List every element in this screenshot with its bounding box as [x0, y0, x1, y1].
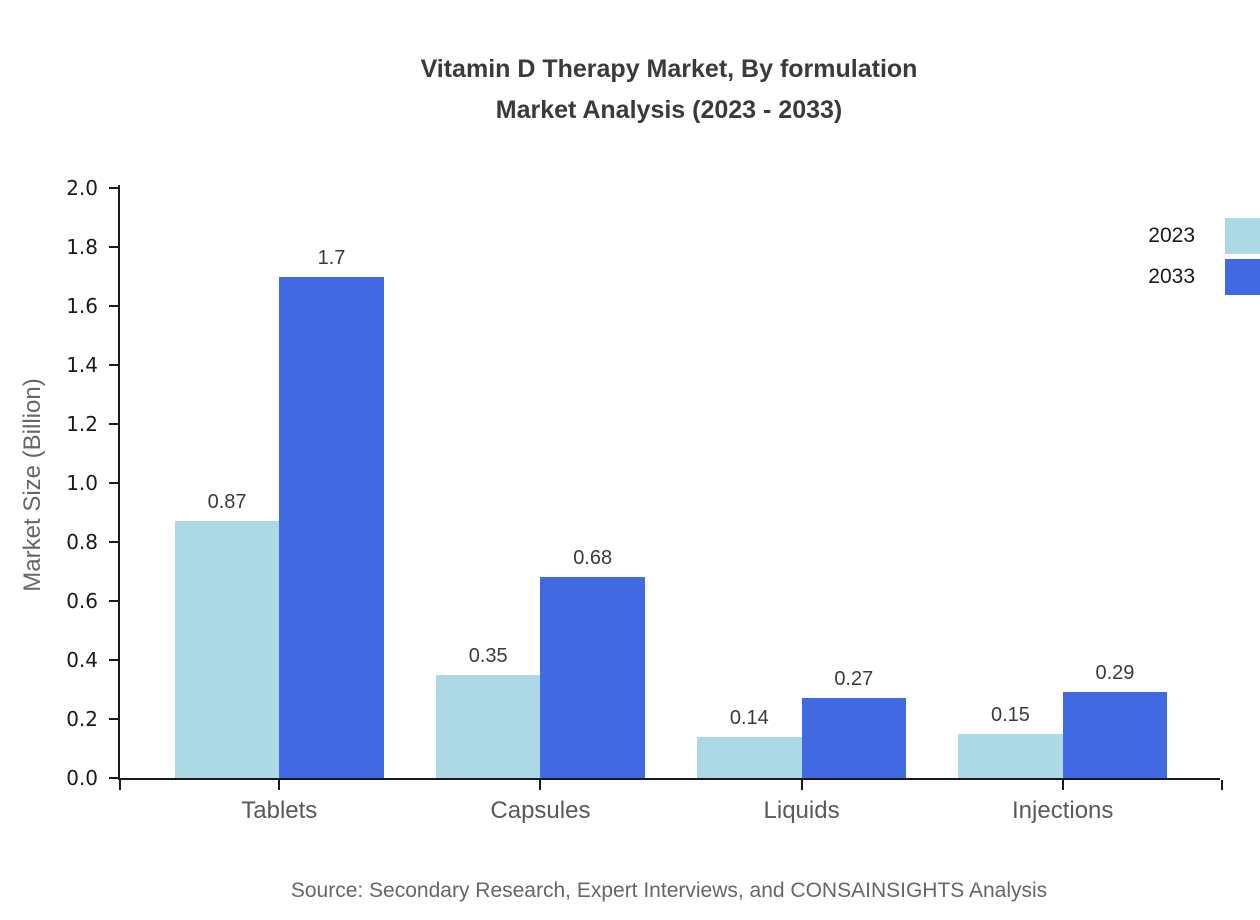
- bar-value-label: 0.15: [991, 703, 1030, 726]
- y-axis-tick-label: 0.8: [66, 530, 98, 554]
- y-axis-tick: [109, 246, 118, 248]
- bar-2023-liquids: [697, 736, 802, 778]
- y-axis-tick: [109, 482, 118, 484]
- y-axis-tick-label: 0.2: [66, 707, 98, 731]
- bar-2023-injections: [958, 733, 1063, 778]
- x-axis-tick: [800, 780, 803, 790]
- y-axis-tick-label: 1.0: [66, 471, 98, 495]
- bar-value-label: 0.29: [1095, 662, 1135, 685]
- y-axis-tick-label: 0.6: [66, 589, 98, 613]
- y-axis-tick-label: 1.8: [66, 235, 98, 259]
- legend-label: 2023: [1148, 224, 1195, 247]
- y-axis-tick-label: 1.6: [66, 294, 98, 318]
- bar-value-label: 1.7: [317, 246, 346, 269]
- legend-item-2033: 2033: [1148, 259, 1260, 295]
- x-axis-category-label: Injections: [1012, 797, 1114, 824]
- y-axis-tick-label: 0.0: [66, 766, 98, 790]
- y-axis-tick: [109, 187, 118, 189]
- bar-2033-tablets: [279, 276, 384, 778]
- y-axis-tick-label: 1.4: [66, 353, 98, 377]
- y-axis-tick-label: 0.4: [66, 648, 98, 672]
- bar-value-label: 0.14: [729, 706, 769, 729]
- source-line: Source: Secondary Research, Expert Inter…: [290, 879, 1048, 902]
- chart-title-line2: Market Analysis (2023 - 2033): [495, 96, 843, 124]
- x-axis-category-label: Capsules: [490, 797, 591, 824]
- legend: 2023 2033: [1148, 218, 1260, 295]
- y-axis-tick-label: 1.2: [66, 412, 98, 436]
- legend-label: 2033: [1148, 265, 1195, 288]
- y-axis-tick: [109, 305, 118, 307]
- y-axis-tick: [109, 777, 118, 779]
- y-axis-tick: [109, 718, 118, 720]
- x-axis-category-label: Liquids: [763, 797, 840, 824]
- bar-2023-tablets: [174, 521, 280, 778]
- y-axis-tick: [109, 423, 118, 425]
- y-axis-tick-label: 2.0: [66, 176, 98, 200]
- y-axis-tick: [109, 541, 118, 543]
- x-axis-category-label: Tablets: [241, 797, 318, 824]
- x-axis-tick: [119, 780, 121, 790]
- bar-2033-injections: [1062, 692, 1168, 778]
- bar-2033-liquids: [801, 698, 907, 778]
- y-axis-tick: [109, 659, 118, 661]
- chart-title-line1: Vitamin D Therapy Market, By formulation: [420, 55, 918, 83]
- chart-title: Vitamin D Therapy Market, By formulation…: [118, 49, 1220, 131]
- legend-swatch: [1225, 259, 1260, 295]
- bar-value-label: 0.27: [834, 668, 874, 691]
- bar-value-label: 0.35: [468, 644, 508, 667]
- x-axis-tick: [1061, 780, 1064, 790]
- x-axis-tick: [278, 780, 281, 790]
- bar-2033-capsules: [540, 577, 645, 778]
- bar-value-label: 0.87: [207, 491, 247, 514]
- x-axis-tick: [1221, 780, 1223, 790]
- bar-value-label: 0.68: [573, 547, 613, 570]
- plot-area: 0.0 0.2 0.4 0.6 0.8 1.0 1.2 1.4 1.6 1.8 2.0 Tablets…: [66, 176, 1223, 824]
- y-axis-tick: [109, 364, 118, 366]
- y-axis-tick: [109, 600, 118, 602]
- legend-item-2023: 2023: [1148, 218, 1260, 254]
- x-axis-tick: [539, 780, 542, 790]
- bar-2023-capsules: [435, 674, 541, 778]
- legend-swatch: [1225, 218, 1260, 254]
